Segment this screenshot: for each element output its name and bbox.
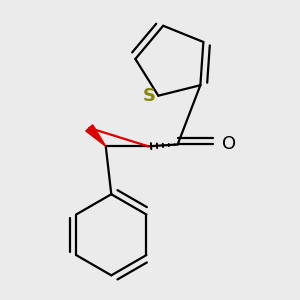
Text: O: O: [222, 136, 236, 154]
Polygon shape: [86, 125, 106, 146]
Text: S: S: [142, 87, 156, 105]
